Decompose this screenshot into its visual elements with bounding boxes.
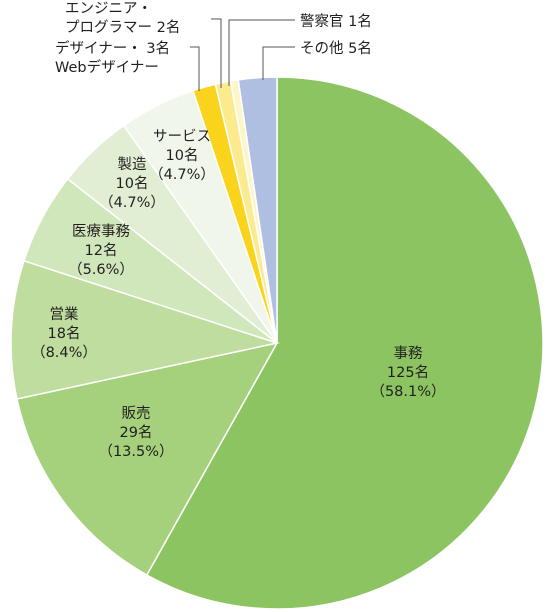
- slice-label-3-line-0: 医療事務: [72, 223, 130, 240]
- slice-label-7-line-0: エンジニア・: [65, 1, 152, 17]
- slice-label-0-line-2: （58.1%）: [370, 383, 445, 400]
- pie-slices: [10, 76, 544, 610]
- slice-label-6-line-1: Webデザイナー: [55, 58, 159, 76]
- slice-labels: 事務 125名 （58.1%） 販売 29名 （13.5%） 営業 18名 （8.4%） 医療事務…: [31, 1, 445, 460]
- pie-slice-0: [145, 76, 544, 610]
- slice-label-2-line-0: 営業: [50, 306, 79, 323]
- slice-label-0-line-1: 125名: [387, 364, 429, 381]
- slice-label-9-line-0: その他 5名: [300, 40, 372, 57]
- pie-slice-2: [10, 259, 280, 400]
- slice-label-1-line-0: 販売: [122, 405, 151, 422]
- leader-line-9: [262, 46, 295, 80]
- slice-label-1-line-2: （13.5%）: [98, 443, 173, 460]
- slice-label-5-line-1: 10名: [166, 147, 199, 164]
- pie-slice-9: [237, 76, 278, 344]
- slice-label-6-line-0: デザイナー・ 3名: [55, 39, 170, 57]
- leader-line-8: [228, 19, 295, 86]
- pie-slice-1: [16, 341, 279, 576]
- slice-label-4-line-1: 10名: [116, 175, 149, 192]
- slice-label-4-line-2: （4.7%）: [99, 194, 165, 211]
- slice-label-2-line-1: 18名: [48, 325, 81, 342]
- slice-label-7-line-1: プログラマー 2名: [65, 19, 180, 36]
- slice-label-3-line-2: （5.6%）: [68, 261, 134, 278]
- leader-line-6: [190, 46, 200, 91]
- leader-line-7: [211, 18, 222, 88]
- slice-label-1-line-1: 29名: [120, 424, 153, 441]
- slice-label-8-line-0: 警察官 1名: [300, 12, 372, 30]
- slice-label-4-line-0: 製造: [118, 156, 147, 173]
- slice-label-3-line-1: 12名: [85, 242, 118, 259]
- slice-label-2-line-2: （8.4%）: [31, 344, 97, 361]
- slice-label-0-line-0: 事務: [394, 345, 423, 362]
- slice-label-5-line-0: サービス: [153, 128, 211, 145]
- leader-lines: [190, 18, 295, 91]
- slice-label-5-line-2: （4.7%）: [149, 166, 215, 183]
